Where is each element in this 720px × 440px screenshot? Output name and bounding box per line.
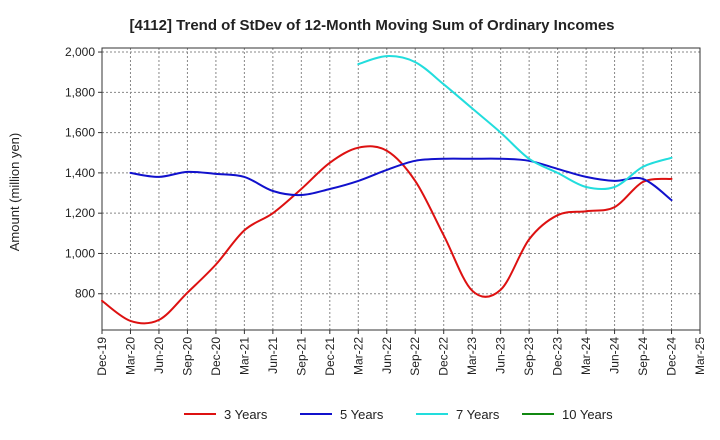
x-tick-label: Sep-20	[180, 337, 194, 376]
legend-label-10-years: 10 Years	[562, 407, 613, 422]
y-tick-label: 800	[75, 287, 95, 301]
plot-area: 800 1,000 1,200 1,400 1,600 1,800 2,000 Dec-19 M…	[65, 45, 707, 376]
x-tick-label: Mar-24	[579, 337, 593, 375]
x-tick-label: Jun-22	[380, 337, 394, 374]
chart-title: [4112] Trend of StDev of 12-Month Moving…	[129, 17, 614, 34]
y-tick-label: 2,000	[65, 45, 95, 59]
x-tick-label: Dec-20	[209, 337, 223, 376]
series-line-5-years	[129, 157, 673, 202]
legend-label-3-years: 3 Years	[224, 407, 268, 422]
x-tick-label: Dec-23	[551, 337, 565, 376]
x-tick-label: Mar-20	[123, 337, 137, 375]
plot-frame	[101, 47, 701, 331]
x-tick-label: Mar-22	[351, 337, 365, 375]
legend: 3 Years 5 Years 7 Years 10 Years	[184, 407, 613, 422]
series-line-3-years	[101, 145, 673, 325]
x-tick-label: Dec-22	[437, 337, 451, 376]
series-line-7-years	[357, 55, 673, 191]
y-tick-label: 1,400	[65, 166, 95, 180]
x-tick-label: Jun-20	[152, 337, 166, 374]
y-tick-label: 1,600	[65, 126, 95, 140]
y-axis-label: Amount (million yen)	[7, 133, 22, 252]
x-tick-label: Mar-25	[693, 337, 707, 375]
y-tick-label: 1,800	[65, 85, 95, 99]
x-tick-label: Sep-22	[408, 337, 422, 376]
x-tick-label: Jun-21	[266, 337, 280, 374]
legend-label-5-years: 5 Years	[340, 407, 384, 422]
x-tick-label: Mar-21	[237, 337, 251, 375]
x-tick-label: Mar-23	[465, 337, 479, 375]
x-tick-label: Sep-21	[294, 337, 308, 376]
x-tick-label: Dec-19	[95, 337, 109, 376]
x-tick-label: Dec-21	[323, 337, 337, 376]
x-tick-label: Sep-24	[636, 337, 650, 376]
x-tick-label: Dec-24	[665, 337, 679, 376]
y-tick-label: 1,000	[65, 246, 95, 260]
x-tick-label: Jun-23	[494, 337, 508, 374]
x-tick-label: Jun-24	[608, 337, 622, 374]
x-tick-label: Sep-23	[522, 337, 536, 376]
y-tick-label: 1,200	[65, 206, 95, 220]
legend-label-7-years: 7 Years	[456, 407, 500, 422]
